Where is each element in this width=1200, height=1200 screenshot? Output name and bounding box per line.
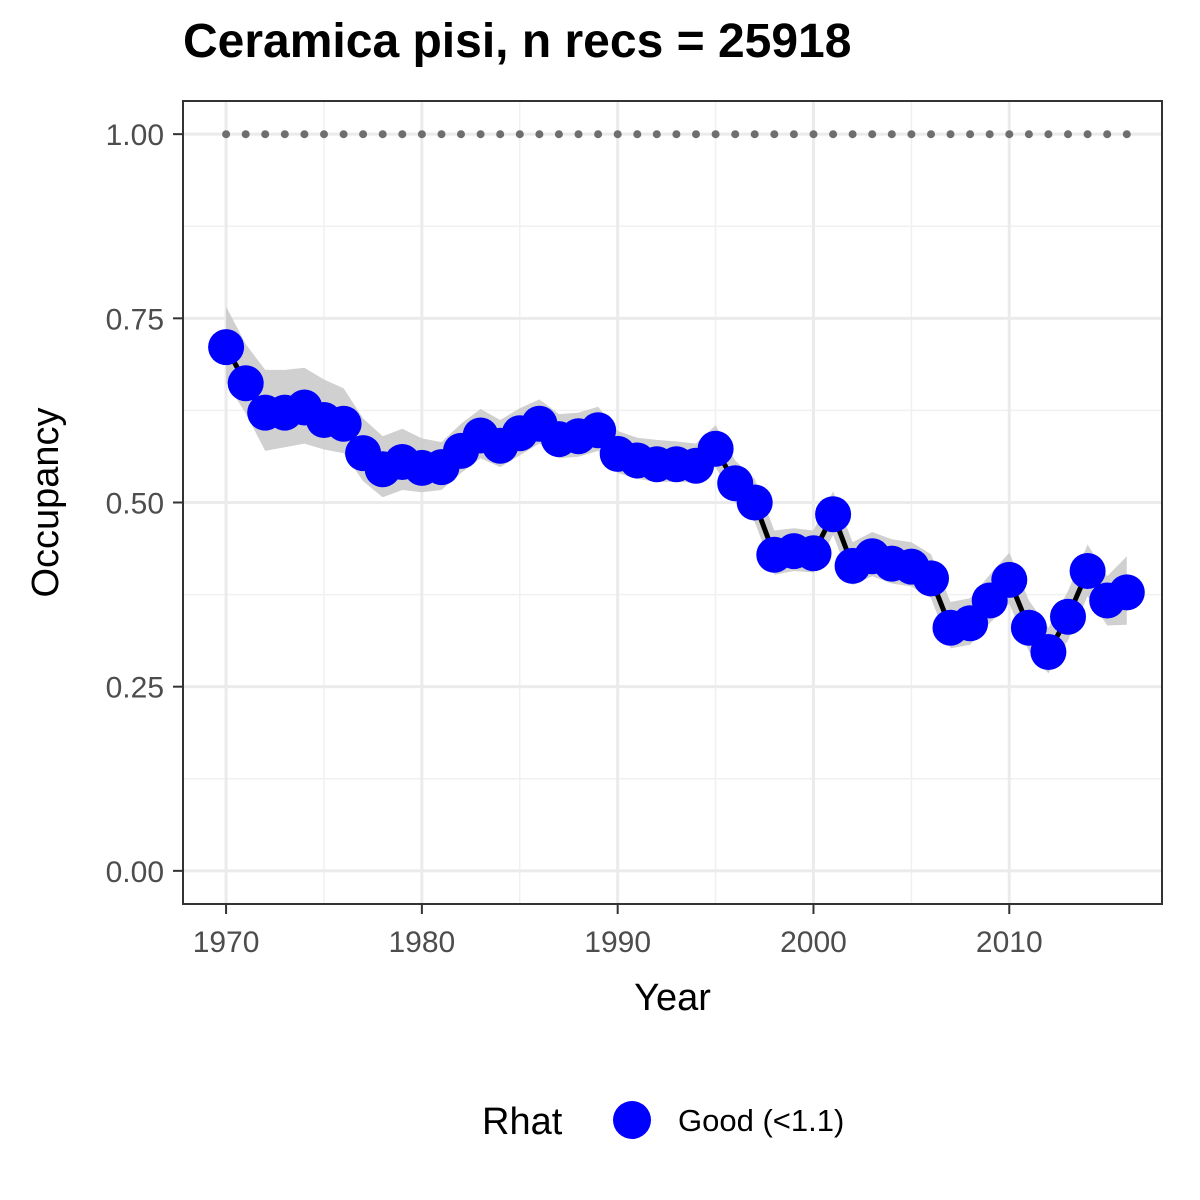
reference-dot <box>437 130 446 139</box>
x-axis-title: Year <box>634 977 711 1019</box>
reference-dot <box>789 130 798 139</box>
reference-dot <box>300 130 309 139</box>
reference-dot <box>750 130 759 139</box>
reference-dot <box>946 130 955 139</box>
reference-dot <box>829 130 838 139</box>
reference-dot <box>417 130 426 139</box>
data-point <box>1108 574 1145 611</box>
reference-dot <box>535 130 544 139</box>
reference-dot <box>868 130 877 139</box>
reference-dot <box>1005 130 1014 139</box>
reference-dot <box>320 130 328 139</box>
reference-dot <box>809 130 818 139</box>
reference-dot <box>261 130 270 139</box>
data-point <box>913 560 949 597</box>
reference-dot <box>515 130 524 139</box>
y-tick-label: 1.00 <box>106 119 164 152</box>
x-axis: 1970 1980 1990 2000 2010 <box>193 904 1043 959</box>
legend-label-good: Good (<1.1) <box>678 1103 844 1138</box>
x-tick-label: 1970 <box>193 926 260 959</box>
reference-dot <box>359 130 368 139</box>
data-point <box>1030 634 1067 670</box>
reference-dot <box>241 130 250 139</box>
x-tick-label: 1990 <box>584 926 651 959</box>
reference-dot <box>613 130 622 139</box>
y-tick-label: 0.75 <box>106 303 164 336</box>
reference-dot <box>457 130 465 139</box>
reference-dot <box>848 130 857 139</box>
data-point <box>795 535 832 572</box>
x-tick-label: 1980 <box>389 926 456 959</box>
reference-dot <box>966 130 975 139</box>
x-tick-label: 2000 <box>780 926 847 959</box>
data-point <box>580 412 617 449</box>
reference-dot <box>907 130 916 139</box>
reference-dot <box>496 130 505 139</box>
reference-dot <box>280 130 289 139</box>
chart-title: Ceramica pisi, n recs = 25918 <box>183 15 852 68</box>
reference-dot <box>887 130 896 139</box>
reference-dot <box>1083 130 1092 139</box>
reference-dot <box>985 130 994 139</box>
data-point <box>736 484 773 521</box>
reference-dot <box>672 130 681 139</box>
data-point <box>815 496 852 533</box>
reference-dot <box>594 130 603 139</box>
reference-dot <box>574 130 583 139</box>
reference-dot <box>927 130 935 139</box>
data-point <box>325 405 362 442</box>
reference-dot <box>378 130 387 139</box>
reference-dot <box>1122 130 1131 139</box>
reference-line-layer <box>222 130 1131 139</box>
legend-title: Rhat <box>482 1101 563 1143</box>
reference-dot <box>731 130 740 139</box>
data-point <box>1010 609 1047 646</box>
x-tick-label: 2010 <box>976 926 1043 959</box>
data-points-layer <box>208 329 1145 670</box>
data-point <box>208 329 245 366</box>
reference-dot <box>1044 130 1053 139</box>
reference-dot <box>222 130 231 139</box>
data-point <box>1050 598 1086 635</box>
y-tick-label: 0.25 <box>106 672 164 705</box>
legend: Rhat Good (<1.1) <box>482 1101 844 1143</box>
data-point <box>1069 553 1106 589</box>
reference-dot <box>652 130 661 139</box>
legend-key-good <box>613 1101 651 1139</box>
reference-dot <box>476 130 485 139</box>
y-axis: 0.00 0.25 0.50 0.75 1.00 <box>106 119 183 889</box>
reference-dot <box>1024 130 1033 139</box>
data-point <box>227 365 264 402</box>
reference-dot <box>398 130 407 139</box>
reference-dot <box>692 130 700 139</box>
reference-dot <box>1064 130 1072 139</box>
reference-dot <box>633 130 642 139</box>
data-point <box>991 561 1028 598</box>
y-tick-label: 0.00 <box>106 856 164 889</box>
reference-dot <box>770 130 779 139</box>
reference-dot <box>339 130 348 139</box>
reference-dot <box>1103 130 1112 139</box>
y-axis-title: Occupancy <box>25 407 67 597</box>
y-tick-label: 0.50 <box>106 488 164 521</box>
major-gridlines <box>183 101 1162 904</box>
reference-dot <box>711 130 720 139</box>
data-point <box>697 430 734 467</box>
reference-dot <box>554 130 563 139</box>
